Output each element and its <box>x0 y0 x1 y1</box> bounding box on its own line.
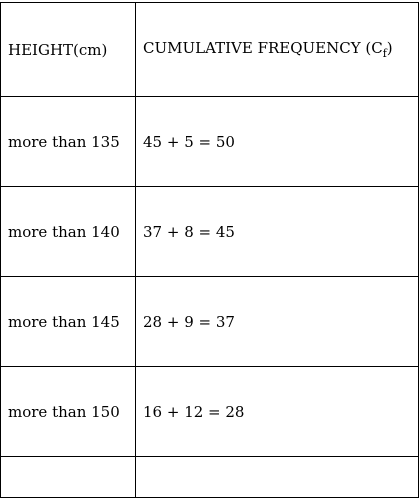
table-row: more than 135 45 + 5 = 50 <box>0 96 419 187</box>
table-row-partial <box>0 456 419 498</box>
cf-cell: 45 + 5 = 50 <box>135 96 419 187</box>
header-cf-prefix: CUMULATIVE FREQUENCY (C <box>143 39 383 57</box>
height-cell: more than 150 <box>0 366 136 457</box>
height-cell: more than 140 <box>0 186 136 277</box>
height-cell-empty <box>0 456 136 498</box>
header-cf-subscript: f <box>382 47 387 60</box>
table-row: more than 145 28 + 9 = 37 <box>0 276 419 367</box>
header-cumulative-frequency: CUMULATIVE FREQUENCY (Cf) <box>135 2 419 97</box>
height-cell: more than 135 <box>0 96 136 187</box>
table-row: more than 140 37 + 8 = 45 <box>0 186 419 277</box>
header-row: HEIGHT(cm) CUMULATIVE FREQUENCY (Cf) <box>0 2 419 97</box>
table-row: more than 150 16 + 12 = 28 <box>0 366 419 457</box>
cf-cell: 16 + 12 = 28 <box>135 366 419 457</box>
cf-cell: 28 + 9 = 37 <box>135 276 419 367</box>
header-cf-suffix: ) <box>386 39 393 57</box>
height-cell: more than 145 <box>0 276 136 367</box>
cf-cell: 37 + 8 = 45 <box>135 186 419 277</box>
cf-cell-empty <box>135 456 419 498</box>
header-height: HEIGHT(cm) <box>0 2 136 97</box>
